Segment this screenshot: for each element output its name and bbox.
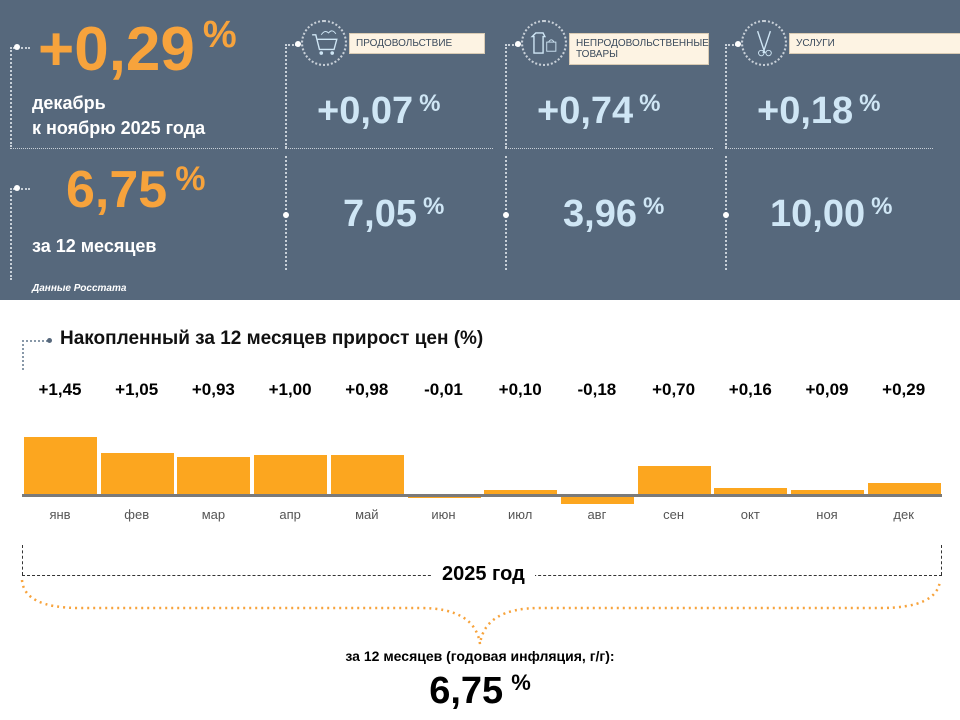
bullet — [515, 41, 521, 47]
connector — [10, 188, 30, 280]
connector — [22, 340, 48, 370]
bar-июл — [484, 490, 558, 494]
bar-апр — [254, 454, 328, 494]
bullet — [295, 41, 301, 47]
bar-май — [330, 455, 404, 494]
bullet — [723, 212, 729, 218]
month-label: июл — [508, 507, 533, 522]
month-label: авг — [587, 507, 607, 522]
category-annual-value: 7,05% — [343, 193, 445, 235]
monthly-caption-2: к ноябрю 2025 года — [32, 118, 206, 138]
bar-value-label: +0,29 — [882, 380, 926, 399]
year-label: 2025 год — [432, 563, 535, 586]
monthly-caption-1: декабрь — [32, 93, 106, 113]
bar-value-label: +1,45 — [38, 380, 82, 399]
bar-окт — [714, 487, 788, 494]
month-label: окт — [740, 507, 760, 522]
month-label: фев — [124, 507, 150, 522]
category-label: УСЛУГИ — [789, 33, 960, 54]
month-label: ноя — [816, 507, 838, 522]
bar-value-label: +0,98 — [345, 380, 389, 399]
bullet — [47, 338, 52, 343]
month-label: янв — [49, 507, 71, 522]
connector — [725, 44, 737, 148]
annual-value: 6,75% — [66, 160, 206, 219]
category-monthly-value: +0,74% — [537, 90, 661, 132]
connector — [285, 44, 297, 148]
month-label: май — [355, 507, 379, 522]
bullet — [14, 44, 20, 50]
footer-caption: за 12 месяцев (годовая инфляция, г/г): — [345, 648, 615, 664]
bar-value-label: -0,18 — [577, 380, 617, 399]
month-label: апр — [279, 507, 301, 522]
footer-value: 6,75% — [429, 670, 531, 712]
bar-сен — [637, 466, 711, 494]
bracket-left — [22, 545, 23, 575]
connector — [10, 47, 30, 147]
bar-дек — [867, 482, 941, 494]
category-label: НЕПРОДОВОЛЬСТВЕННЫЕ ТОВАРЫ — [569, 33, 709, 65]
month-label: сен — [663, 507, 685, 522]
bullet — [283, 212, 289, 218]
baseline — [22, 494, 942, 497]
chart-title: Накопленный за 12 месяцев прирост цен (%… — [60, 328, 484, 349]
category-annual-value: 10,00% — [770, 193, 893, 235]
bar-июн — [407, 497, 481, 498]
bullet — [503, 212, 509, 218]
bar-янв — [24, 437, 97, 494]
bar-value-label: +0,09 — [805, 380, 849, 399]
annual-caption: за 12 месяцев — [32, 236, 157, 256]
divider — [725, 148, 933, 149]
bar-фев — [100, 452, 174, 494]
bracket-right — [941, 545, 942, 575]
shopping-cart-icon — [301, 20, 347, 66]
bullet — [735, 41, 741, 47]
clothes-bag-icon — [521, 20, 567, 66]
summary-panel: +0,29% декабрь к ноябрю 2025 года 6,75% … — [0, 0, 960, 300]
bar-value-label: +0,70 — [652, 380, 696, 399]
category-monthly-value: +0,18% — [757, 90, 881, 132]
bar-value-label: +0,93 — [191, 380, 235, 399]
bar-ноя — [791, 490, 864, 494]
category-annual-value: 3,96% — [563, 193, 665, 235]
monthly-value: +0,29% — [38, 14, 237, 84]
month-label: дек — [893, 507, 914, 522]
divider — [285, 148, 493, 149]
bullet — [14, 185, 20, 191]
bar-мар — [177, 457, 251, 494]
bar-value-label: -0,01 — [424, 380, 463, 399]
bar-value-label: +0,16 — [728, 380, 772, 399]
month-label: июн — [431, 507, 456, 522]
curly-brace — [20, 579, 942, 645]
bar-value-label: +1,05 — [115, 380, 159, 399]
month-label: мар — [201, 507, 226, 522]
bar-value-label: +1,00 — [268, 380, 312, 399]
category-monthly-value: +0,07% — [317, 90, 441, 132]
scissors-comb-icon — [741, 20, 787, 66]
divider — [10, 148, 278, 149]
divider — [505, 148, 713, 149]
bar-value-label: +0,10 — [498, 380, 542, 399]
category-label: ПРОДОВОЛЬСТВИЕ — [349, 33, 485, 54]
bar-авг — [560, 497, 634, 505]
source-note: Данные Росстата — [32, 283, 127, 294]
connector — [505, 44, 517, 148]
